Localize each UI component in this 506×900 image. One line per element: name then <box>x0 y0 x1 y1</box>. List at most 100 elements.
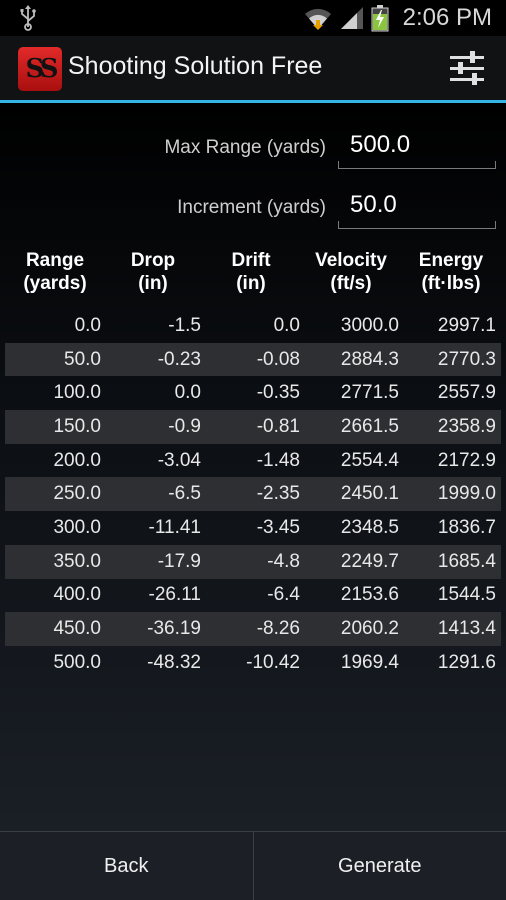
app-logo-icon: SS <box>18 47 62 91</box>
cell-energy: 1685.4 <box>437 550 496 572</box>
generate-button[interactable]: Generate <box>254 832 506 900</box>
cell-velocity: 2249.7 <box>340 550 399 572</box>
cell-range: 200.0 <box>53 449 101 471</box>
input-underline-tick <box>495 221 496 229</box>
column-header-drift: Drift (in) <box>231 250 271 294</box>
cell-velocity: 2771.5 <box>340 382 399 404</box>
table-row: 350.0 -17.9 -4.8 2249.7 1685.4 <box>5 544 501 579</box>
cell-drop: -26.11 <box>148 584 201 606</box>
cell-drift: -0.35 <box>256 382 300 404</box>
cell-drift: -2.35 <box>256 483 300 505</box>
wifi-icon <box>304 8 331 30</box>
table-header: Range (yards) Drop (in) Drift (in) Veloc… <box>5 245 501 309</box>
increment-input[interactable] <box>338 181 496 229</box>
cell-energy: 1291.6 <box>437 651 496 673</box>
table-row: 50.0 -0.23 -0.08 2884.3 2770.3 <box>5 342 501 377</box>
cell-energy: 1544.5 <box>437 584 496 606</box>
cell-range: 0.0 <box>74 314 101 336</box>
action-bar: SS Shooting Solution Free <box>0 36 506 100</box>
cell-drift: -1.48 <box>256 449 300 471</box>
action-bar-divider <box>0 100 506 103</box>
column-header-range: Range (yards) <box>23 250 87 294</box>
cell-velocity: 2554.4 <box>340 449 399 471</box>
app-title: Shooting Solution Free <box>68 52 323 80</box>
cell-velocity: 2450.1 <box>340 483 399 505</box>
input-underline-tick <box>338 161 339 169</box>
cell-drop: -0.23 <box>157 348 201 370</box>
cell-range: 50.0 <box>64 348 101 370</box>
cell-energy: 1836.7 <box>437 516 496 538</box>
column-header-velocity: Velocity (ft/s) <box>315 250 387 294</box>
cell-drop: -11.41 <box>148 516 201 538</box>
cell-range: 500.0 <box>53 651 101 673</box>
cell-velocity: 3000.0 <box>340 314 399 336</box>
max-range-input[interactable] <box>338 121 496 169</box>
max-range-label: Max Range (yards) <box>164 137 326 158</box>
table-row: 0.0 -1.5 0.0 3000.0 2997.1 <box>5 309 501 343</box>
table-row: 450.0 -36.19 -8.26 2060.2 1413.4 <box>5 612 501 646</box>
column-header-drop: Drop (in) <box>130 250 176 294</box>
cell-velocity: 2060.2 <box>340 618 399 640</box>
cell-energy: 1413.4 <box>437 618 496 640</box>
cell-velocity: 2348.5 <box>340 516 399 538</box>
cell-energy: 2358.9 <box>437 415 496 437</box>
main-content: Max Range (yards) Increment (yards) Rang… <box>0 103 506 831</box>
battery-charging-icon <box>371 5 389 32</box>
clock: 2:06 PM <box>402 4 492 31</box>
settings-sliders-icon[interactable] <box>448 50 486 88</box>
cell-energy: 2172.9 <box>437 449 496 471</box>
cell-drift: -0.81 <box>256 415 300 437</box>
cell-drop: -0.9 <box>168 415 201 437</box>
input-underline-tick <box>338 221 339 229</box>
increment-row: Increment (yards) <box>0 171 506 229</box>
ballistics-table: Range (yards) Drop (in) Drift (in) Veloc… <box>5 245 501 680</box>
cell-range: 150.0 <box>53 415 101 437</box>
cell-velocity: 2884.3 <box>340 348 399 370</box>
table-row: 100.0 0.0 -0.35 2771.5 2557.9 <box>5 376 501 410</box>
cell-range: 400.0 <box>53 584 101 606</box>
cell-energy: 2557.9 <box>437 382 496 404</box>
status-bar: 2:06 PM <box>0 0 506 36</box>
cell-drift: -4.8 <box>267 550 300 572</box>
cell-drop: -48.32 <box>147 651 201 673</box>
cell-range: 350.0 <box>53 550 101 572</box>
input-underline-tick <box>495 161 496 169</box>
cell-drift: -6.4 <box>267 584 300 606</box>
cell-range: 450.0 <box>53 618 101 640</box>
table-row: 150.0 -0.9 -0.81 2661.5 2358.9 <box>5 410 501 444</box>
table-row: 200.0 -3.04 -1.48 2554.4 2172.9 <box>5 444 501 478</box>
cell-drift: -10.42 <box>246 651 300 673</box>
cell-drift: -0.08 <box>256 348 300 370</box>
cell-energy: 2770.3 <box>437 348 496 370</box>
cell-velocity: 1969.4 <box>340 651 399 673</box>
cell-drop: -1.5 <box>168 314 201 336</box>
cell-velocity: 2661.5 <box>340 415 399 437</box>
cell-drift: -3.45 <box>256 516 300 538</box>
bottom-button-bar: Back Generate <box>0 831 506 900</box>
cell-drop: -36.19 <box>147 618 201 640</box>
cell-range: 100.0 <box>53 382 101 404</box>
max-range-row: Max Range (yards) <box>0 111 506 169</box>
cell-drop: -3.04 <box>157 449 201 471</box>
cell-energy: 1999.0 <box>437 483 496 505</box>
table-row: 250.0 -6.5 -2.35 2450.1 1999.0 <box>5 477 501 512</box>
table-row: 300.0 -11.41 -3.45 2348.5 1836.7 <box>5 511 501 545</box>
table-row: 500.0 -48.32 -10.42 1969.4 1291.6 <box>5 646 501 680</box>
cell-range: 250.0 <box>53 483 101 505</box>
cell-drift: -8.26 <box>256 618 300 640</box>
column-header-energy: Energy (ft·lbs) <box>418 250 484 294</box>
cell-range: 300.0 <box>53 516 101 538</box>
increment-label: Increment (yards) <box>177 197 326 218</box>
cell-energy: 2997.1 <box>437 314 496 336</box>
usb-icon <box>20 5 36 31</box>
cell-drop: -17.9 <box>157 550 201 572</box>
cell-velocity: 2153.6 <box>340 584 399 606</box>
back-button[interactable]: Back <box>0 832 253 900</box>
table-body: 0.0 -1.5 0.0 3000.0 2997.1 50.0 -0.23 -0.08 2884… <box>5 309 501 680</box>
cell-drift: 0.0 <box>273 314 300 336</box>
cell-drop: -6.5 <box>168 483 201 505</box>
table-row: 400.0 -26.11 -6.4 2153.6 1544.5 <box>5 579 501 613</box>
button-divider <box>252 832 254 900</box>
cell-drop: 0.0 <box>174 382 201 404</box>
signal-icon <box>340 7 363 29</box>
